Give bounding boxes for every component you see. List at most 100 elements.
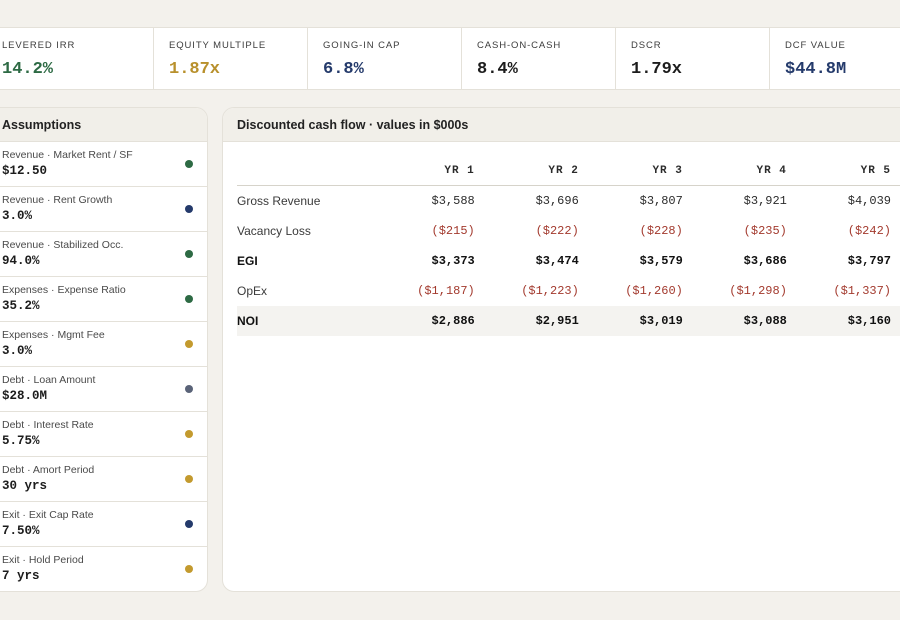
assumption-label: Debt · Amort Period (2, 464, 95, 476)
table-cell: ($1,337) (833, 284, 891, 298)
assumption-item[interactable]: Expenses · Expense Ratio 35.2% (0, 277, 207, 322)
table-cell: $2,951 (484, 306, 589, 336)
status-dot-icon (185, 475, 193, 483)
table-header-row: YR 1 YR 2 YR 3 YR 4 YR 5 (237, 156, 900, 186)
row-label: NOI (237, 306, 381, 336)
table-cell: ($222) (535, 224, 579, 238)
kpi-strip: LEVERED IRR 14.2% EQUITY MULTIPLE 1.87x … (0, 27, 900, 90)
kpi-value: $44.8M (785, 60, 847, 79)
status-dot-icon (185, 385, 193, 393)
kpi-label: DCF VALUE (785, 40, 846, 51)
kpi-value: 6.8% (323, 60, 364, 79)
table-cell: $3,373 (431, 254, 475, 268)
row-label: OpEx (237, 284, 268, 298)
status-dot-icon (185, 565, 193, 573)
assumption-label: Expenses · Mgmt Fee (2, 329, 105, 341)
kpi-value: 1.79x (631, 60, 683, 79)
column-header: YR 3 (588, 156, 693, 186)
assumption-label: Debt · Loan Amount (2, 374, 96, 386)
kpi-levered-irr: LEVERED IRR 14.2% (0, 28, 154, 89)
assumption-value: 30 yrs (2, 479, 48, 493)
status-dot-icon (185, 520, 193, 528)
kpi-label: CASH-ON-CASH (477, 40, 562, 51)
kpi-dcf-value: DCF VALUE $44.8M (770, 28, 900, 89)
table-row: Gross Revenue $3,588 $3,696 $3,807 $3,92… (237, 186, 900, 217)
kpi-label: GOING-IN CAP (323, 40, 401, 51)
table-cell: $3,921 (743, 194, 787, 208)
table-cell: $3,019 (588, 306, 693, 336)
table-row: EGI $3,373 $3,474 $3,579 $3,686 $3,797 (237, 246, 900, 276)
assumption-item[interactable]: Revenue · Market Rent / SF $12.50 (0, 142, 207, 187)
assumption-item[interactable]: Expenses · Mgmt Fee 3.0% (0, 322, 207, 367)
column-header: YR 2 (484, 156, 589, 186)
table-cell: ($1,187) (417, 284, 475, 298)
dcf-title: Discounted cash flow · values in $000s (223, 108, 900, 142)
table-cell: $3,160 (796, 306, 900, 336)
table-cell: $3,474 (535, 254, 579, 268)
table-cell: ($1,260) (625, 284, 683, 298)
assumption-label: Revenue · Market Rent / SF (2, 149, 133, 161)
table-row: NOI $2,886 $2,951 $3,019 $3,088 $3,160 (237, 306, 900, 336)
table-row: Vacancy Loss ($215) ($222) ($228) ($235)… (237, 216, 900, 246)
status-dot-icon (185, 205, 193, 213)
assumption-item[interactable]: Debt · Interest Rate 5.75% (0, 412, 207, 457)
row-label: EGI (237, 254, 258, 268)
column-header: YR 5 (796, 156, 900, 186)
assumption-value: 35.2% (2, 299, 40, 313)
assumption-item[interactable]: Debt · Amort Period 30 yrs (0, 457, 207, 502)
assumption-item[interactable]: Exit · Hold Period 7 yrs (0, 547, 207, 591)
kpi-going-in-cap: GOING-IN CAP 6.8% (308, 28, 462, 89)
status-dot-icon (185, 430, 193, 438)
assumption-item[interactable]: Exit · Exit Cap Rate 7.50% (0, 502, 207, 547)
status-dot-icon (185, 295, 193, 303)
assumption-value: $28.0M (2, 389, 48, 403)
kpi-label: DSCR (631, 40, 662, 51)
table-cell: $2,886 (380, 306, 485, 336)
table-cell: ($1,298) (729, 284, 787, 298)
assumptions-title: Assumptions (0, 108, 207, 142)
assumption-value: 7 yrs (2, 569, 40, 583)
assumption-value: 5.75% (2, 434, 40, 448)
assumption-label: Revenue · Rent Growth (2, 194, 113, 206)
kpi-equity-multiple: EQUITY MULTIPLE 1.87x (154, 28, 308, 89)
table-cell: ($242) (847, 224, 891, 238)
row-label: Gross Revenue (237, 194, 321, 208)
table-cell: $3,807 (639, 194, 683, 208)
table-cell: $3,579 (639, 254, 683, 268)
kpi-cash-on-cash: CASH-ON-CASH 8.4% (462, 28, 616, 89)
row-label: Vacancy Loss (237, 224, 311, 238)
table-cell: ($215) (431, 224, 475, 238)
assumption-value: 3.0% (2, 344, 33, 358)
column-header-label (237, 156, 381, 186)
dcf-panel: Discounted cash flow · values in $000s Y… (222, 107, 900, 592)
status-dot-icon (185, 250, 193, 258)
assumption-label: Debt · Interest Rate (2, 419, 94, 431)
table-cell: $3,686 (743, 254, 787, 268)
table-cell: $4,039 (847, 194, 891, 208)
table-cell: $3,696 (535, 194, 579, 208)
assumption-value: 7.50% (2, 524, 40, 538)
assumption-value: 94.0% (2, 254, 40, 268)
assumptions-panel: Assumptions Revenue · Market Rent / SF $… (0, 107, 208, 592)
kpi-value: 1.87x (169, 60, 221, 79)
status-dot-icon (185, 160, 193, 168)
assumption-item[interactable]: Debt · Loan Amount $28.0M (0, 367, 207, 412)
status-dot-icon (185, 340, 193, 348)
kpi-label: EQUITY MULTIPLE (169, 40, 267, 51)
assumption-item[interactable]: Revenue · Stabilized Occ. 94.0% (0, 232, 207, 277)
table-cell: ($228) (639, 224, 683, 238)
assumption-label: Revenue · Stabilized Occ. (2, 239, 124, 251)
table-cell: $3,588 (431, 194, 475, 208)
column-header: YR 1 (380, 156, 485, 186)
table-cell: ($235) (743, 224, 787, 238)
table-row: OpEx ($1,187) ($1,223) ($1,260) ($1,298)… (237, 276, 900, 306)
table-cell: ($1,223) (521, 284, 579, 298)
table-cell: $3,088 (692, 306, 797, 336)
assumption-label: Exit · Exit Cap Rate (2, 509, 94, 521)
assumption-item[interactable]: Revenue · Rent Growth 3.0% (0, 187, 207, 232)
cash-flow-table: YR 1 YR 2 YR 3 YR 4 YR 5 Gross Revenue $… (237, 156, 900, 336)
kpi-value: 14.2% (2, 60, 54, 79)
assumption-label: Exit · Hold Period (2, 554, 84, 566)
kpi-value: 8.4% (477, 60, 518, 79)
